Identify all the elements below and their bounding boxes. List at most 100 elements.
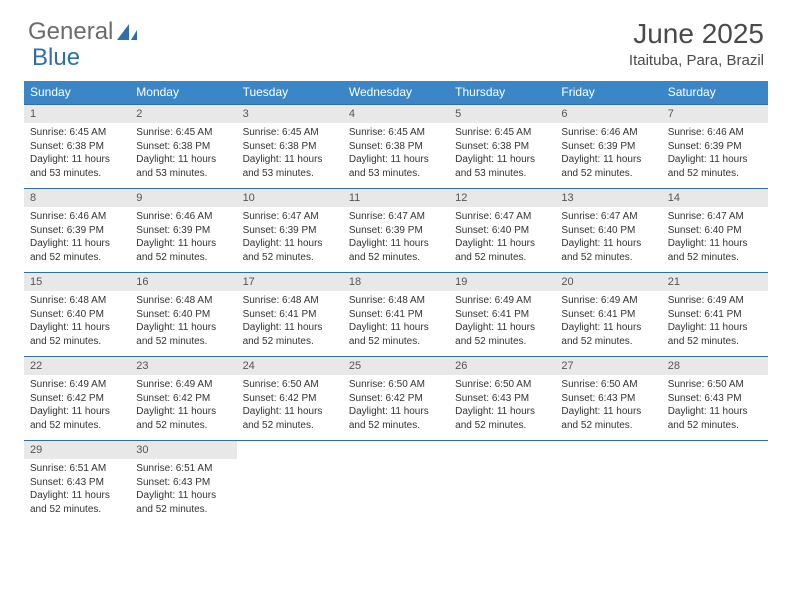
date-number: 4 <box>343 105 449 123</box>
sunrise-text: Sunrise: 6:51 AM <box>30 462 124 476</box>
calendar-week: 29Sunrise: 6:51 AMSunset: 6:43 PMDayligh… <box>24 440 768 524</box>
daylight-text: Daylight: 11 hours and 52 minutes. <box>30 237 124 264</box>
calendar-cell: 25Sunrise: 6:50 AMSunset: 6:42 PMDayligh… <box>343 357 449 440</box>
calendar-cell: 4Sunrise: 6:45 AMSunset: 6:38 PMDaylight… <box>343 105 449 188</box>
date-number: 5 <box>449 105 555 123</box>
sunset-text: Sunset: 6:40 PM <box>455 224 549 238</box>
sunrise-text: Sunrise: 6:50 AM <box>561 378 655 392</box>
cell-body: Sunrise: 6:46 AMSunset: 6:39 PMDaylight:… <box>555 123 661 180</box>
cell-body: Sunrise: 6:45 AMSunset: 6:38 PMDaylight:… <box>343 123 449 180</box>
calendar-cell: 18Sunrise: 6:48 AMSunset: 6:41 PMDayligh… <box>343 273 449 356</box>
sunset-text: Sunset: 6:39 PM <box>668 140 762 154</box>
calendar-cell: 24Sunrise: 6:50 AMSunset: 6:42 PMDayligh… <box>237 357 343 440</box>
day-header-monday: Monday <box>130 81 236 104</box>
sunset-text: Sunset: 6:38 PM <box>30 140 124 154</box>
date-number: 2 <box>130 105 236 123</box>
date-number: 8 <box>24 189 130 207</box>
calendar-cell: 16Sunrise: 6:48 AMSunset: 6:40 PMDayligh… <box>130 273 236 356</box>
sunset-text: Sunset: 6:41 PM <box>668 308 762 322</box>
sunset-text: Sunset: 6:38 PM <box>455 140 549 154</box>
sunset-text: Sunset: 6:40 PM <box>668 224 762 238</box>
sunrise-text: Sunrise: 6:50 AM <box>349 378 443 392</box>
daylight-text: Daylight: 11 hours and 52 minutes. <box>349 405 443 432</box>
sunrise-text: Sunrise: 6:48 AM <box>243 294 337 308</box>
date-number: 3 <box>237 105 343 123</box>
daylight-text: Daylight: 11 hours and 52 minutes. <box>243 321 337 348</box>
date-number: 14 <box>662 189 768 207</box>
calendar-cell: 8Sunrise: 6:46 AMSunset: 6:39 PMDaylight… <box>24 189 130 272</box>
cell-body: Sunrise: 6:46 AMSunset: 6:39 PMDaylight:… <box>24 207 130 264</box>
sunset-text: Sunset: 6:43 PM <box>30 476 124 490</box>
daylight-text: Daylight: 11 hours and 53 minutes. <box>243 153 337 180</box>
day-header-wednesday: Wednesday <box>343 81 449 104</box>
daylight-text: Daylight: 11 hours and 52 minutes. <box>668 405 762 432</box>
sunrise-text: Sunrise: 6:47 AM <box>349 210 443 224</box>
calendar-cell: 29Sunrise: 6:51 AMSunset: 6:43 PMDayligh… <box>24 441 130 524</box>
sunrise-text: Sunrise: 6:48 AM <box>349 294 443 308</box>
cell-body: Sunrise: 6:49 AMSunset: 6:41 PMDaylight:… <box>449 291 555 348</box>
calendar-cell <box>555 441 661 524</box>
daylight-text: Daylight: 11 hours and 52 minutes. <box>136 321 230 348</box>
day-header-friday: Friday <box>555 81 661 104</box>
sunset-text: Sunset: 6:41 PM <box>455 308 549 322</box>
calendar-cell: 3Sunrise: 6:45 AMSunset: 6:38 PMDaylight… <box>237 105 343 188</box>
cell-body: Sunrise: 6:51 AMSunset: 6:43 PMDaylight:… <box>24 459 130 516</box>
daylight-text: Daylight: 11 hours and 52 minutes. <box>668 237 762 264</box>
cell-body: Sunrise: 6:47 AMSunset: 6:40 PMDaylight:… <box>555 207 661 264</box>
sunrise-text: Sunrise: 6:47 AM <box>561 210 655 224</box>
daylight-text: Daylight: 11 hours and 52 minutes. <box>668 321 762 348</box>
cell-body: Sunrise: 6:46 AMSunset: 6:39 PMDaylight:… <box>130 207 236 264</box>
date-number: 12 <box>449 189 555 207</box>
calendar-cell: 15Sunrise: 6:48 AMSunset: 6:40 PMDayligh… <box>24 273 130 356</box>
daylight-text: Daylight: 11 hours and 53 minutes. <box>136 153 230 180</box>
date-number: 9 <box>130 189 236 207</box>
date-number <box>237 441 343 447</box>
daylight-text: Daylight: 11 hours and 52 minutes. <box>243 405 337 432</box>
date-number: 25 <box>343 357 449 375</box>
sunrise-text: Sunrise: 6:45 AM <box>455 126 549 140</box>
calendar-cell: 1Sunrise: 6:45 AMSunset: 6:38 PMDaylight… <box>24 105 130 188</box>
sunset-text: Sunset: 6:41 PM <box>349 308 443 322</box>
calendar-cell: 30Sunrise: 6:51 AMSunset: 6:43 PMDayligh… <box>130 441 236 524</box>
daylight-text: Daylight: 11 hours and 52 minutes. <box>455 237 549 264</box>
sunset-text: Sunset: 6:39 PM <box>561 140 655 154</box>
calendar-cell: 26Sunrise: 6:50 AMSunset: 6:43 PMDayligh… <box>449 357 555 440</box>
calendar-cell: 17Sunrise: 6:48 AMSunset: 6:41 PMDayligh… <box>237 273 343 356</box>
date-number: 21 <box>662 273 768 291</box>
cell-body: Sunrise: 6:50 AMSunset: 6:43 PMDaylight:… <box>662 375 768 432</box>
date-number: 20 <box>555 273 661 291</box>
sunrise-text: Sunrise: 6:47 AM <box>455 210 549 224</box>
sunset-text: Sunset: 6:43 PM <box>136 476 230 490</box>
daylight-text: Daylight: 11 hours and 52 minutes. <box>30 489 124 516</box>
calendar-week: 22Sunrise: 6:49 AMSunset: 6:42 PMDayligh… <box>24 356 768 440</box>
sunset-text: Sunset: 6:42 PM <box>30 392 124 406</box>
daylight-text: Daylight: 11 hours and 52 minutes. <box>561 153 655 180</box>
month-title: June 2025 <box>629 18 764 50</box>
logo-text-general: General <box>28 18 113 46</box>
sunset-text: Sunset: 6:38 PM <box>136 140 230 154</box>
date-number: 22 <box>24 357 130 375</box>
daylight-text: Daylight: 11 hours and 52 minutes. <box>136 489 230 516</box>
calendar-cell: 2Sunrise: 6:45 AMSunset: 6:38 PMDaylight… <box>130 105 236 188</box>
day-header-row: Sunday Monday Tuesday Wednesday Thursday… <box>24 81 768 104</box>
sunset-text: Sunset: 6:39 PM <box>243 224 337 238</box>
day-header-thursday: Thursday <box>449 81 555 104</box>
sunrise-text: Sunrise: 6:45 AM <box>243 126 337 140</box>
date-number <box>662 441 768 447</box>
cell-body: Sunrise: 6:45 AMSunset: 6:38 PMDaylight:… <box>130 123 236 180</box>
sunset-text: Sunset: 6:40 PM <box>561 224 655 238</box>
daylight-text: Daylight: 11 hours and 52 minutes. <box>30 321 124 348</box>
cell-body: Sunrise: 6:46 AMSunset: 6:39 PMDaylight:… <box>662 123 768 180</box>
sunset-text: Sunset: 6:42 PM <box>136 392 230 406</box>
sunset-text: Sunset: 6:39 PM <box>136 224 230 238</box>
date-number: 24 <box>237 357 343 375</box>
sunset-text: Sunset: 6:43 PM <box>455 392 549 406</box>
date-number: 19 <box>449 273 555 291</box>
daylight-text: Daylight: 11 hours and 52 minutes. <box>668 153 762 180</box>
calendar-cell <box>449 441 555 524</box>
date-number: 18 <box>343 273 449 291</box>
calendar-cell: 14Sunrise: 6:47 AMSunset: 6:40 PMDayligh… <box>662 189 768 272</box>
sunset-text: Sunset: 6:39 PM <box>349 224 443 238</box>
sunrise-text: Sunrise: 6:46 AM <box>668 126 762 140</box>
date-number <box>449 441 555 447</box>
